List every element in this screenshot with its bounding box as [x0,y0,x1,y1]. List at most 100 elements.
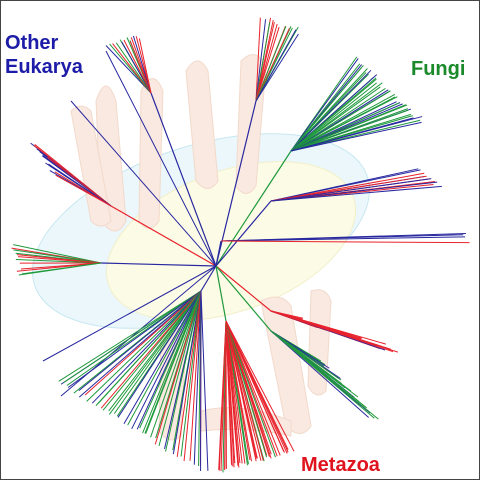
branch [270,330,379,420]
branch [270,178,432,202]
branch [48,163,112,207]
branch [105,50,217,267]
branch [117,290,202,418]
branch [176,290,202,457]
branch [215,200,272,267]
branch [270,310,399,353]
branch [108,290,202,412]
branch [138,38,152,94]
branch [13,244,102,264]
branch [255,33,299,102]
shape [260,296,312,434]
branch [158,290,202,447]
branch [255,17,261,102]
branch [255,27,293,102]
branch [225,320,272,455]
branch [100,262,217,267]
branch [145,290,202,434]
branch [225,320,295,452]
branch [215,265,272,332]
branch [91,290,202,404]
branch [290,77,377,152]
branch [139,290,202,429]
branch [215,240,222,267]
branch [290,67,362,152]
branch [225,320,264,461]
branch [290,96,398,152]
branch [200,265,217,292]
branch [270,175,427,202]
branch [290,58,359,152]
branch [150,92,217,267]
branch [113,290,202,414]
branch [172,290,202,455]
branch [105,45,152,94]
branch [290,82,377,152]
branch [131,290,202,430]
branch [154,290,202,445]
branch [150,290,202,438]
branch [255,19,267,102]
branch [290,121,422,152]
branch [225,320,288,454]
branch [255,22,271,102]
branch [270,169,421,202]
branch [100,290,202,409]
branch [13,249,102,264]
branch [224,320,227,471]
branch [290,104,406,152]
branch [290,116,423,152]
branch [255,29,297,102]
branch [123,290,202,425]
branch [165,290,202,452]
branch [215,265,227,322]
branch [70,100,217,267]
branch [183,290,202,462]
branch [215,150,292,267]
branch [270,310,387,345]
branch [220,240,470,244]
branch [58,290,202,382]
branch [78,290,202,391]
shape [138,78,164,229]
branch [255,26,287,102]
branch [63,290,202,384]
branch [215,100,257,267]
branch [67,290,202,388]
branch [123,39,152,94]
branch [180,290,202,457]
group-label: Other Eukarya [5,32,83,78]
group-label: Metazoa [301,454,380,476]
branch [290,90,391,152]
group-label: Fungi [411,58,466,80]
branch [189,290,202,461]
branch [220,236,466,242]
branch [215,265,272,312]
branch [16,262,102,272]
branch [225,320,251,461]
branch [110,205,217,267]
shape [185,60,219,189]
branch [55,174,112,207]
branch [200,290,209,471]
branch [290,69,372,152]
branch [42,265,217,362]
branch [225,320,257,462]
branch [86,290,202,402]
branch [97,290,202,404]
branch [290,63,361,152]
branch [47,156,112,207]
branch [255,26,280,102]
branch [115,42,152,94]
branch [225,320,232,465]
branch [270,172,425,202]
branch [225,320,276,458]
branch [84,290,202,396]
branches [11,17,470,473]
branch [127,290,202,426]
branch [270,330,369,418]
branch [18,262,102,276]
branch [290,109,409,152]
